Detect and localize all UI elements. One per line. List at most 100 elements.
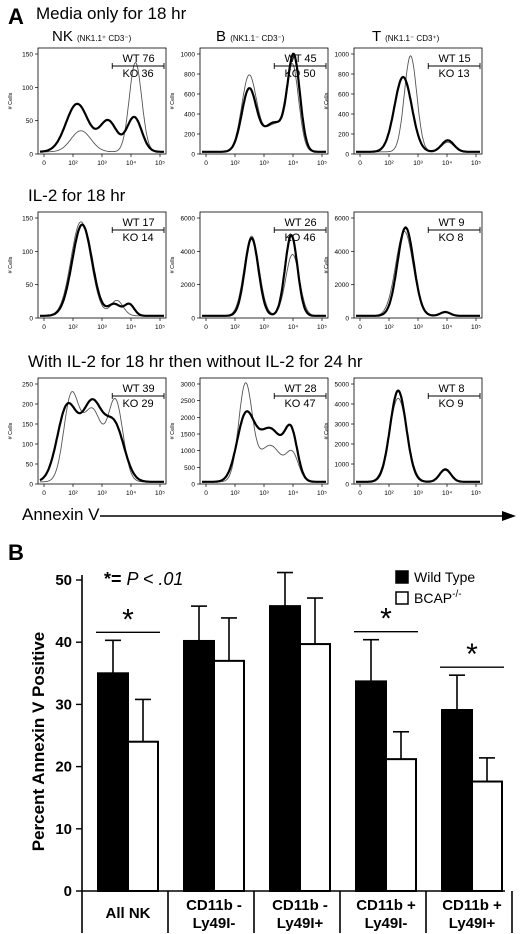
y-tick-label: 4000 [181,249,196,256]
y-tick-label: 50 [26,462,34,469]
gate-label-ko: KO 29 [122,398,153,410]
y-tick-label: 400 [184,112,195,119]
bar-wild-type [441,708,473,892]
y-tick-label: 600 [184,92,195,99]
wt-ko-curve-thin [40,62,164,153]
legend-swatch-bcap [395,591,409,605]
bar-bcap [385,758,417,892]
y-tick-label: 1500 [181,432,196,439]
wt-ko-curve-thick [202,410,326,483]
y-tick-label: 600 [338,92,349,99]
y-tick-label: 0 [191,482,195,489]
y-tick-label: 200 [22,402,33,409]
x-tick-label: 10⁴ [126,160,136,167]
gate-label-ko: KO 46 [284,232,315,244]
x-tick-label: 10⁵ [155,324,165,331]
bar-wild-type [355,680,387,892]
y-tick-label: 400 [338,112,349,119]
category-label: Ly49I+ [277,915,324,932]
histogram-NK-withdraw: 0 50 100 150 200 250 # Cells 0 10² 10³ 10⁴ 10⁵ WT 39… [8,377,167,497]
y-tick-label: 0 [345,482,349,489]
category-label: CD11b - [272,897,328,914]
x-tick-label: 10⁵ [471,490,481,497]
y-axis-label: # Cells [8,256,14,273]
wt-ko-curve-thick [356,226,480,317]
x-tick-label: 10³ [97,324,107,331]
x-tick-label: 10⁴ [442,160,452,167]
y-tick-label: 800 [338,72,349,79]
legend-label-wild-type: Wild Type [414,569,475,585]
x-tick-label: 10² [384,490,394,497]
y-tick-label: 3000 [335,422,350,429]
column-title-b: B (NK1.1⁻ CD3⁻) [216,28,285,45]
gate-label-wt: WT 28 [284,383,316,395]
y-axis-label: # Cells [324,422,330,439]
significance-star: * [380,603,392,636]
x-tick-label: 0 [358,490,362,497]
y-axis-label: # Cells [324,256,330,273]
x-tick-label: 10³ [97,160,107,167]
wt-ko-curve-thin [356,397,480,483]
gate-label-wt: WT 17 [122,217,154,229]
legend-swatch-wild-type [395,570,409,584]
x-tick-label: 10² [68,324,78,331]
y-tick-label: 100 [22,442,33,449]
x-tick-label: 10⁵ [317,490,327,497]
y-tick-label: 50 [26,118,34,125]
category-label: CD11b + [442,897,502,914]
y-tick-label: 3000 [181,382,196,389]
x-tick-label: 10⁴ [288,324,298,331]
gate-label-wt: WT 26 [284,217,316,229]
y-axis-label: # Cells [170,92,176,109]
y-tick-label: 100 [22,249,33,256]
x-tick-label: 10³ [413,324,423,331]
x-tick-label: 10⁴ [126,324,136,331]
y-tick-label: 200 [184,132,195,139]
x-tick-label: 10² [230,490,240,497]
histogram-B-withdraw: 0 500 1000 1500 2000 2500 3000 # Cells 0 10² 10³ 10… [170,377,329,497]
histogram-T-IL2: 0 2000 4000 6000 # Cells 0 10² 10³ 10⁴ 10⁵ WT 9 KO … [324,211,483,331]
histogram-NK-media: 0 50 100 150 # Cells 0 10² 10³ 10⁴ 10⁵ WT 76 KO 36 [8,47,167,167]
significance-star: * [466,638,478,671]
y-tick-label: 0 [29,152,33,159]
x-tick-label: 0 [204,160,208,167]
wt-ko-curve-thick [202,233,326,317]
annexin-v-axis-label: Annexin V [22,505,100,524]
y-tick-label: 2000 [181,415,196,422]
category-label: All NK [106,905,151,922]
legend-label-bcap: BCAP-/- [414,589,462,606]
significance-annotation: *= P < .01 [104,569,183,589]
column-title-t: T (NK1.1⁻ CD3⁺) [372,28,440,45]
histogram-T-media: 0 200 400 600 800 1000 # Cells 0 10² 10³ 10⁴ 10⁵ WT … [324,47,483,167]
significance-star: * [122,603,134,636]
annexin-v-arrow [100,511,516,521]
condition-label-il2: IL-2 for 18 hr [28,186,126,205]
y-tick-label: 0 [29,316,33,323]
bar-bcap [127,740,159,892]
histogram-B-media: 0 200 400 600 800 1000 # Cells 0 10² 10³ 10⁴ 10⁵ WT … [170,47,329,167]
x-tick-label: 10⁵ [317,160,327,167]
histogram-B-IL2: 0 2000 4000 6000 # Cells 0 10² 10³ 10⁴ 10⁵ WT 26 KO… [170,211,329,331]
gate-label-wt: WT 39 [122,383,154,395]
panel-a-letter: A [8,4,24,29]
y-tick-label: 2000 [181,282,196,289]
histogram-NK-IL2: 0 50 100 150 # Cells 0 10² 10³ 10⁴ 10⁵ WT 17 KO 14 [8,211,167,331]
y-tick-label: 4000 [335,402,350,409]
x-tick-label: 10⁴ [442,490,452,497]
x-tick-label: 10⁵ [155,160,165,167]
wt-ko-curve-thick [202,52,326,153]
wt-ko-curve-thick [356,389,480,483]
y-tick-label: 100 [22,85,33,92]
y-tick-label: 250 [22,382,33,389]
gate-label-ko: KO 50 [284,68,315,80]
y-axis-label: # Cells [8,92,14,109]
y-tick-label: 4000 [335,249,350,256]
gate-label-wt: WT 9 [438,217,464,229]
gate-label-wt: WT 45 [284,53,316,65]
wt-ko-curve-thick [39,398,164,483]
y-tick-label: 6000 [335,216,350,223]
x-tick-label: 10⁴ [288,160,298,167]
y-tick-label: 0 [191,316,195,323]
x-tick-label: 10² [230,160,240,167]
